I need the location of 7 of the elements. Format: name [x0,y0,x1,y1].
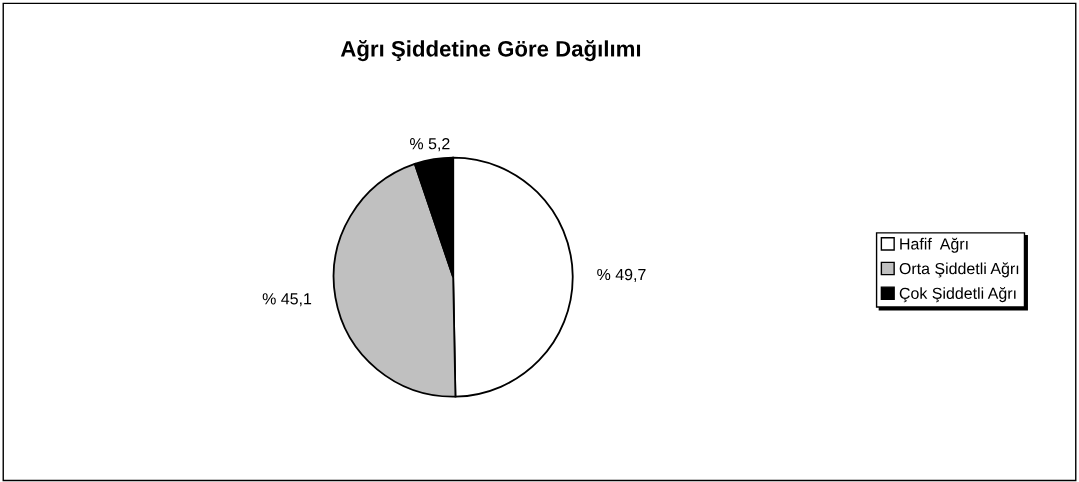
data-label: % 5,2 [410,138,450,152]
legend-label: Çok Şiddetli Ağrı [899,287,1016,303]
legend-label: Hafif Ağrı [900,237,968,253]
chart-title: Ağrı Şiddetine Göre Dağılımı [340,40,641,62]
data-label: % 49,7 [597,268,646,283]
data-label: % 45,1 [262,293,312,307]
legend-label: Orta Şiddetli Ağrı [899,262,1019,278]
